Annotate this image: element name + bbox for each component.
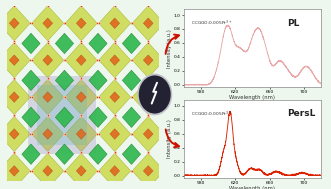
- Polygon shape: [110, 92, 119, 102]
- Polygon shape: [76, 166, 86, 176]
- Polygon shape: [89, 33, 107, 54]
- Polygon shape: [143, 92, 153, 102]
- Polygon shape: [122, 144, 141, 164]
- Polygon shape: [99, 6, 131, 41]
- Polygon shape: [76, 55, 86, 65]
- Polygon shape: [89, 70, 107, 91]
- Y-axis label: Intensity (a.u.): Intensity (a.u.): [167, 119, 172, 158]
- Polygon shape: [89, 144, 107, 164]
- Polygon shape: [0, 80, 30, 115]
- Polygon shape: [99, 80, 131, 115]
- Polygon shape: [110, 129, 119, 139]
- Polygon shape: [132, 153, 164, 188]
- Polygon shape: [22, 33, 40, 54]
- Polygon shape: [0, 116, 30, 152]
- Polygon shape: [55, 144, 73, 164]
- X-axis label: Wavelength (nm): Wavelength (nm): [229, 95, 275, 100]
- Polygon shape: [32, 116, 64, 152]
- Polygon shape: [9, 92, 19, 102]
- Polygon shape: [143, 129, 153, 139]
- Polygon shape: [37, 85, 87, 145]
- Polygon shape: [122, 70, 141, 91]
- Polygon shape: [43, 166, 53, 176]
- Polygon shape: [89, 107, 107, 127]
- Circle shape: [137, 74, 172, 115]
- Polygon shape: [110, 18, 119, 29]
- Text: PL: PL: [287, 19, 299, 28]
- Text: CCGGO:0.005Pr$^{3+}$: CCGGO:0.005Pr$^{3+}$: [191, 109, 232, 119]
- Polygon shape: [32, 43, 64, 78]
- Polygon shape: [76, 92, 86, 102]
- Polygon shape: [143, 166, 153, 176]
- Y-axis label: Intensity (a.u.): Intensity (a.u.): [167, 29, 172, 68]
- Polygon shape: [9, 18, 19, 29]
- Polygon shape: [143, 18, 153, 29]
- Polygon shape: [22, 107, 40, 127]
- Polygon shape: [0, 43, 30, 78]
- Polygon shape: [22, 70, 40, 91]
- Text: CCGGO:0.005Pr$^{3+}$: CCGGO:0.005Pr$^{3+}$: [191, 19, 232, 28]
- Polygon shape: [132, 80, 164, 115]
- Polygon shape: [65, 6, 97, 41]
- Polygon shape: [9, 166, 19, 176]
- Polygon shape: [43, 129, 53, 139]
- Polygon shape: [132, 43, 164, 78]
- Polygon shape: [65, 80, 97, 115]
- Polygon shape: [99, 116, 131, 152]
- Polygon shape: [76, 129, 86, 139]
- Polygon shape: [110, 166, 119, 176]
- Polygon shape: [76, 18, 86, 29]
- Polygon shape: [32, 153, 64, 188]
- Polygon shape: [132, 116, 164, 152]
- Polygon shape: [99, 43, 131, 78]
- Polygon shape: [9, 129, 19, 139]
- Polygon shape: [55, 70, 73, 91]
- Polygon shape: [28, 76, 96, 154]
- Text: PersL: PersL: [287, 109, 315, 119]
- Polygon shape: [132, 6, 164, 41]
- Polygon shape: [0, 153, 30, 188]
- Polygon shape: [55, 33, 73, 54]
- Polygon shape: [143, 55, 153, 65]
- Polygon shape: [122, 107, 141, 127]
- Polygon shape: [9, 55, 19, 65]
- X-axis label: Wavelength (nm): Wavelength (nm): [229, 186, 275, 189]
- Polygon shape: [43, 92, 53, 102]
- Polygon shape: [110, 55, 119, 65]
- Polygon shape: [32, 6, 64, 41]
- Polygon shape: [55, 107, 73, 127]
- Polygon shape: [43, 18, 53, 29]
- Polygon shape: [32, 80, 64, 115]
- Polygon shape: [122, 33, 141, 54]
- Polygon shape: [65, 153, 97, 188]
- Polygon shape: [43, 55, 53, 65]
- Polygon shape: [65, 116, 97, 152]
- Polygon shape: [0, 6, 30, 41]
- Polygon shape: [99, 153, 131, 188]
- Polygon shape: [65, 43, 97, 78]
- Polygon shape: [22, 144, 40, 164]
- Circle shape: [139, 75, 171, 114]
